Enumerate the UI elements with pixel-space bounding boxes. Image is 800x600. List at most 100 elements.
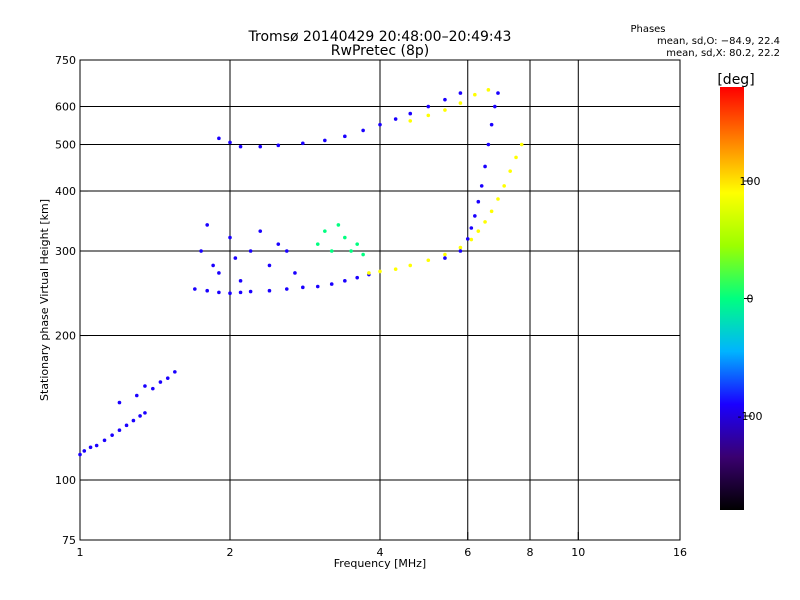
data-point	[276, 242, 281, 246]
data-point	[233, 256, 238, 260]
data-point	[393, 117, 398, 121]
data-point	[473, 92, 477, 97]
data-point	[323, 229, 327, 233]
data-point	[248, 289, 253, 294]
data-point	[117, 400, 122, 405]
y-axis-label: Stationary phase Virtual Height [km]	[38, 199, 51, 401]
data-point	[343, 134, 347, 139]
data-point	[367, 271, 371, 275]
data-point	[476, 229, 481, 233]
y-tick-label: 100	[55, 474, 76, 487]
data-point	[426, 104, 431, 109]
data-point	[361, 128, 365, 133]
data-point	[458, 91, 463, 95]
data-point	[267, 263, 272, 268]
data-point	[315, 242, 320, 246]
data-point	[443, 256, 447, 260]
data-point	[349, 249, 353, 253]
data-point	[508, 169, 512, 173]
data-point	[329, 282, 334, 286]
data-point	[483, 164, 487, 169]
data-point	[228, 140, 232, 145]
data-point	[117, 428, 122, 433]
y-tick-label: 300	[55, 245, 76, 258]
data-point	[378, 269, 382, 274]
chart-subtitle: RwPretec (8p)	[331, 43, 429, 59]
data-point	[519, 142, 524, 147]
data-point	[284, 249, 289, 253]
data-point	[78, 452, 82, 457]
y-tick-label: 750	[55, 54, 76, 67]
y-axis-ticks: 75 100 200 300 400 500 600 750	[55, 54, 88, 547]
data-point	[355, 242, 359, 246]
x-axis-ticks: 1 2 4 6 8 10 16	[77, 532, 687, 559]
data-point	[143, 411, 147, 415]
data-point	[258, 229, 263, 233]
data-point	[343, 279, 347, 283]
y-tick-label: 200	[55, 330, 76, 343]
data-point	[110, 433, 114, 437]
data-point	[329, 249, 334, 253]
data-point	[336, 223, 341, 227]
data-point	[284, 287, 289, 291]
data-points	[78, 88, 524, 457]
data-point	[479, 184, 484, 188]
data-point	[323, 138, 327, 143]
data-point	[276, 143, 281, 148]
y-tick-label: 75	[62, 534, 76, 547]
data-point	[489, 209, 494, 214]
data-point	[248, 249, 253, 253]
data-point	[143, 384, 147, 388]
data-point	[426, 113, 431, 118]
y-tick-label: 400	[55, 185, 76, 198]
y-tick-label: 600	[55, 101, 76, 114]
data-point	[486, 88, 491, 92]
colorbar-label: [deg]	[717, 72, 754, 88]
data-point	[496, 91, 500, 95]
data-point	[151, 386, 155, 391]
data-point	[138, 414, 142, 418]
phases-heading: Phases	[630, 24, 665, 35]
data-point	[502, 184, 506, 188]
data-point	[217, 271, 221, 275]
data-point	[443, 97, 447, 102]
x-tick-label: 1	[77, 546, 84, 559]
data-point	[228, 235, 232, 240]
data-point	[408, 119, 413, 123]
data-point	[205, 223, 209, 227]
x-axis-label: Frequency [MHz]	[334, 557, 426, 570]
data-point	[217, 136, 221, 141]
data-point	[458, 249, 463, 253]
data-point	[193, 287, 197, 291]
data-point	[355, 275, 359, 280]
data-point	[426, 258, 431, 263]
data-point	[165, 376, 170, 380]
x-tick-label: 2	[227, 546, 234, 559]
data-point	[94, 443, 99, 448]
data-point	[258, 144, 263, 149]
data-point	[496, 197, 500, 201]
x-tick-label: 16	[673, 546, 687, 559]
data-point	[211, 263, 215, 268]
data-point	[301, 141, 305, 146]
data-point	[469, 237, 474, 242]
data-point	[343, 235, 347, 240]
data-point	[489, 122, 494, 127]
data-point	[228, 291, 232, 296]
data-point	[514, 155, 518, 160]
data-point	[217, 290, 221, 295]
data-point	[301, 285, 305, 290]
data-point	[82, 449, 87, 453]
data-point	[293, 271, 297, 275]
data-point	[361, 252, 365, 257]
data-point	[238, 279, 243, 283]
data-point	[486, 142, 491, 147]
phase-stat-o: mean, sd,O: −84.9, 22.4	[657, 36, 780, 47]
data-point	[131, 418, 136, 423]
colorbar-tick-label: 100	[740, 175, 761, 188]
data-point	[408, 111, 413, 116]
data-point	[458, 101, 463, 105]
data-point	[173, 370, 177, 374]
x-tick-label: 4	[377, 546, 384, 559]
